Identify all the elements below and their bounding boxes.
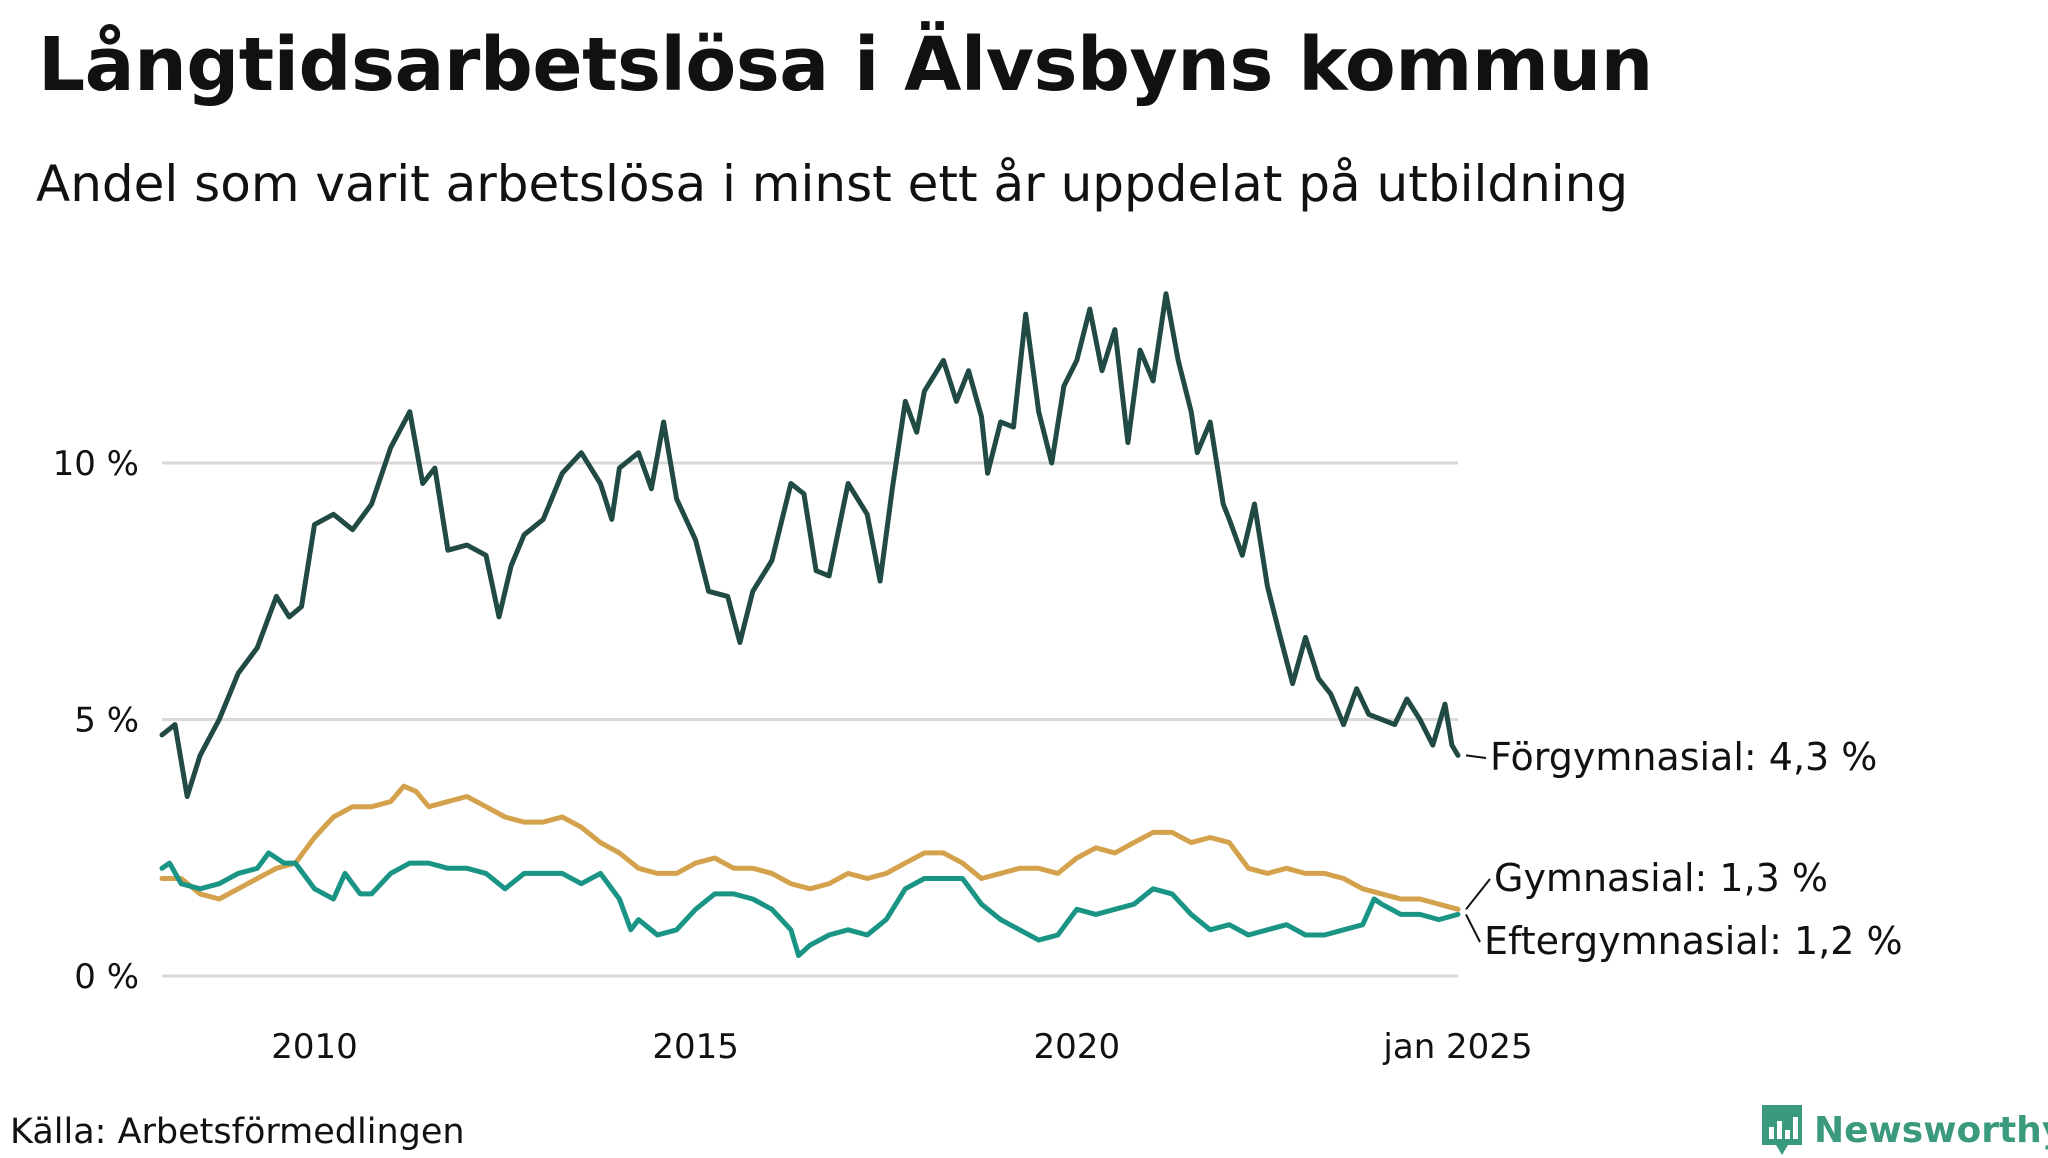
leader-line-eftergymnasial [1465,913,1481,943]
end-label-forgymnasial: Förgymnasial: 4,3 % [1490,735,1877,779]
newsworthy-logo-icon [1762,1105,1802,1155]
brand-logo: Newsworthy [1760,1102,2048,1158]
grid-lines [162,461,1458,978]
y-tick-label: 10 % [53,444,139,484]
series-line-gymnasial [159,783,1461,912]
y-axis-ticks: 0 % 5 % 10 % [53,444,139,997]
chart-subtitle: Andel som varit arbetslösa i minst ett å… [36,155,1629,213]
brand-name: Newsworthy [1814,1109,2048,1151]
end-label-eftergymnasial: Eftergymnasial: 1,2 % [1484,919,1903,963]
y-tick-label: 5 % [74,701,139,741]
series-lines [159,291,1461,958]
x-tick-label: 2020 [1034,1027,1121,1067]
end-label-gymnasial: Gymnasial: 1,3 % [1494,856,1828,900]
end-labels: Förgymnasial: 4,3 % Gymnasial: 1,3 % Efter… [1465,735,1903,963]
leader-line-gymnasial [1465,878,1491,910]
x-axis-ticks: 2010 2015 2020 jan 2025 [271,1027,1532,1067]
x-tick-label: 2010 [271,1027,358,1067]
x-tick-label: jan 2025 [1382,1027,1532,1067]
series-line-förgymnasial [159,291,1461,799]
leader-line-forgymnasial [1465,754,1487,759]
chart-title: Långtidsarbetslösa i Älvsbyns kommun [38,22,1653,108]
y-tick-label: 0 % [74,957,139,997]
source-note: Källa: Arbetsförmedlingen [10,1112,465,1152]
series-line-eftergymnasial [159,850,1461,958]
x-tick-label: 2015 [652,1027,739,1067]
